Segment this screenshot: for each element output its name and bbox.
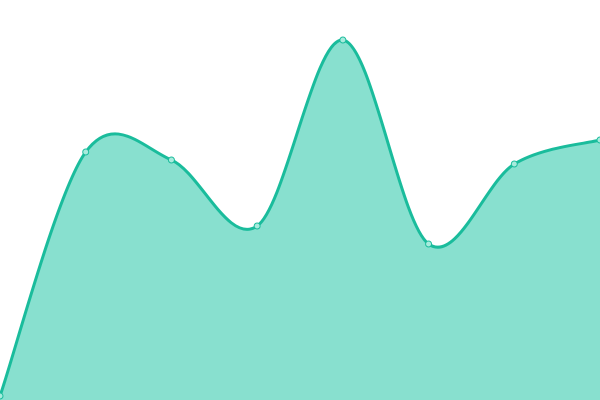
data-point-5 [425,240,433,248]
data-point-1 [82,148,90,156]
data-points [0,36,600,400]
data-point-2 [167,156,175,164]
data-point-7 [596,136,600,144]
data-point-3 [253,222,261,230]
data-point-0 [0,392,4,400]
area-fill [0,39,600,400]
data-point-6 [510,160,518,168]
data-point-4 [339,36,347,44]
